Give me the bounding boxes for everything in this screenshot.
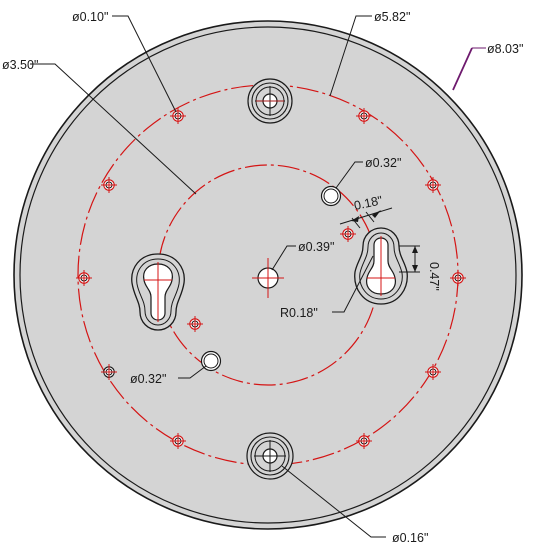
center-hole — [252, 258, 284, 298]
leader-bolt-circle-outer — [329, 15, 372, 97]
hole-032-upper — [320, 185, 342, 207]
hole-032-lower — [200, 350, 222, 372]
keyhole-slot-left — [131, 253, 185, 331]
leader-bolt-circle-inner — [30, 63, 197, 195]
label-hole-dia-small: ø0.10" — [72, 10, 108, 24]
counterbore-hole-top — [247, 78, 293, 124]
plate-inner-edge — [19, 26, 517, 524]
label-slot-radius: R0.18" — [280, 306, 318, 320]
leader-counterbore — [281, 465, 386, 538]
leader-center-hole — [271, 245, 296, 271]
label-counterbore-hole: ø0.16" — [392, 531, 428, 545]
leader-hole-dia-small — [112, 15, 177, 113]
keyhole-slot-right — [354, 227, 408, 305]
label-slot-length: 0.47" — [427, 262, 441, 291]
counterbore-hole-bottom — [246, 432, 294, 480]
label-bolt-circle-outer: ø5.82" — [374, 10, 410, 24]
leader-hole-upper — [335, 161, 363, 189]
label-slot-width: 0.18" — [353, 193, 384, 213]
leader-slot-radius — [332, 255, 374, 313]
leader-hole-lower — [178, 365, 207, 379]
leader-lines — [30, 15, 386, 538]
slot-width-dimension — [339, 207, 393, 229]
label-hole-dia-lower: ø0.32" — [130, 372, 166, 386]
label-hole-dia-upper: ø0.32" — [365, 156, 401, 170]
label-bolt-circle-inner: ø3.50" — [2, 58, 38, 72]
leader-plate-diameter — [452, 47, 473, 91]
label-center-hole: ø0.39" — [298, 240, 334, 254]
label-plate-diameter: ø8.03" — [487, 42, 523, 56]
slot-length-dimension — [399, 245, 420, 273]
